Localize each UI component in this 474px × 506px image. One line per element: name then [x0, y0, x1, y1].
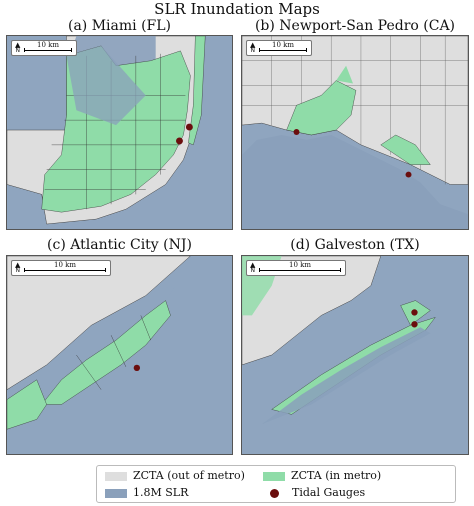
galveston-map — [242, 256, 468, 454]
legend-swatch — [105, 471, 127, 481]
legend-item-slr: 1.8M SLR — [105, 486, 188, 500]
tidal-gauge-icon — [270, 488, 279, 498]
panel-title-atlantic-city: (c) Atlantic City (NJ) — [47, 237, 192, 253]
scale-label: 10 km — [53, 261, 76, 269]
scale-bar-line — [24, 48, 72, 52]
tidal-gauge-marker — [411, 309, 418, 316]
legend-item-gauges: Tidal Gauges — [263, 486, 365, 500]
tidal-gauge-marker — [185, 123, 193, 131]
atlantic-city-map — [7, 256, 232, 454]
scale-bar-newport: ▲ N 10 km — [246, 40, 312, 56]
legend-label: ZCTA (in metro) — [291, 469, 382, 482]
north-arrow-icon: ▲ N — [15, 261, 21, 274]
legend-item-zcta-in: ZCTA (in metro) — [263, 469, 381, 483]
panel-title-newport: (b) Newport-San Pedro (CA) — [254, 18, 456, 34]
scale-bar-miami: ▲ N 10 km — [11, 40, 77, 56]
panel-title-galveston: (d) Galveston (TX) — [290, 237, 420, 253]
tidal-gauge-marker — [405, 171, 412, 178]
miami-map — [7, 36, 232, 229]
scale-bar-line — [259, 48, 307, 52]
legend-label: ZCTA (out of metro) — [133, 469, 245, 482]
legend-label: 1.8M SLR — [133, 486, 189, 499]
tidal-gauge-marker — [293, 129, 300, 135]
map-panel-miami: ▲ N 10 km — [6, 35, 233, 230]
tidal-gauge-marker — [411, 321, 418, 328]
scale-bar-line — [259, 268, 341, 272]
scale-label: 10 km — [288, 261, 311, 269]
map-panel-newport: ▲ N 10 km — [241, 35, 469, 230]
north-arrow-icon: ▲ N — [250, 41, 256, 54]
legend-swatch — [263, 471, 285, 481]
scale-label: 10 km — [36, 41, 59, 49]
scale-label: 10 km — [271, 41, 294, 49]
scale-bar-line — [24, 268, 106, 272]
north-arrow-icon: ▲ N — [15, 41, 21, 54]
tidal-gauge-marker — [175, 137, 183, 145]
newport-map — [242, 36, 468, 229]
figure-title: SLR Inundation Maps — [154, 0, 320, 18]
legend-swatch — [105, 488, 127, 498]
tidal-gauge-marker — [133, 364, 141, 372]
panel-title-miami: (a) Miami (FL) — [67, 18, 172, 34]
legend-label: Tidal Gauges — [292, 486, 366, 499]
north-arrow-icon: ▲ N — [250, 261, 256, 274]
map-panel-galveston: ▲ N 10 km — [241, 255, 469, 455]
scale-bar-atlantic-city: ▲ N 10 km — [11, 260, 111, 276]
map-panel-atlantic-city: ▲ N 10 km — [6, 255, 233, 455]
scale-bar-galveston: ▲ N 10 km — [246, 260, 346, 276]
legend-item-zcta-out: ZCTA (out of metro) — [105, 469, 245, 483]
map-legend: ZCTA (out of metro) 1.8M SLR ZCTA (in me… — [96, 465, 456, 503]
